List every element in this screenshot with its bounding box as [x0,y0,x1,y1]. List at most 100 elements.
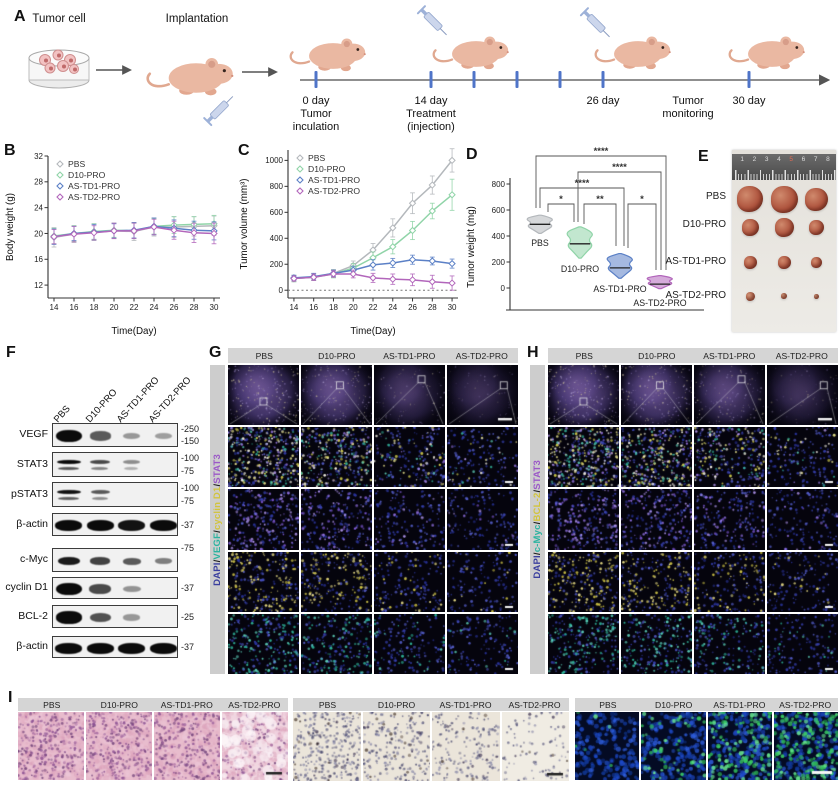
ruler-number: 2 [752,156,757,163]
tumor-specimen [781,293,787,299]
label-text: 20 [34,229,43,238]
label-text: 26 [408,303,417,312]
blot-strip [52,452,178,477]
protein-band [122,557,141,565]
label-text: * [559,194,563,205]
violin-AS-TD1-PRO [606,252,633,279]
protein-band [90,557,111,565]
label-text: 32 [34,152,43,161]
syringe-icon [579,7,610,38]
marker [428,257,437,265]
ruler-number: 7 [813,156,818,163]
label-text: 200 [492,258,506,267]
micro-image-overview-as-td2-pro [767,365,838,426]
protein-band [89,584,112,594]
ruler-number: 8 [826,156,830,163]
micro-image-merge-as-td1-pro [694,427,765,488]
label-text: 14 [50,303,59,312]
column-header-strip: PBS D10-PRO AS-TD1-PRO AS-TD2-PRO [293,698,569,711]
marker [170,226,178,234]
label-text: D10-PRO [561,264,599,274]
significance-bracket [539,187,625,246]
stain-segment: VEGF [212,532,223,560]
protein-label: cyclin D1 [5,581,48,593]
timeline-tick [601,71,605,88]
micro-image-overview-pbs [548,365,619,426]
column-label: AS-TD2-PRO [779,699,832,710]
label-text: Body weight (g) [5,193,16,261]
label-text: 600 [270,208,284,217]
label-text: Tumor volume (mm³) [239,178,250,269]
histology-image-ihc-as-td1-pro [432,712,500,781]
marker [448,156,456,165]
panel-letter-a: A [14,8,26,25]
panel-letter-g: G [209,344,222,361]
stain-segment: DAPI [532,555,543,579]
marker [448,259,456,268]
micro-image-merge-d10-pro [301,427,372,488]
panel-d-tumor-weight-violin: D 0 200 400 600 800 Tumor weight (mg) PBS D10-P… [462,142,708,340]
panel-e-tumor-photo: E PBS D10-PRO AS-TD1-PRO AS-TD2-PRO 1 2 3 4 5 6 7 8 [640,146,839,336]
tumor-specimen [745,291,755,301]
protein-label: c-Myc [20,553,48,565]
micro-image-bcl-2-as-td2-pro [767,551,838,612]
label-text: 600 [492,206,506,215]
column-label: AS-TD2-PRO [775,350,828,361]
marker [290,274,298,283]
histology-image-ihc-as-td2-pro [501,712,569,781]
mw-marker: -37 [181,583,195,593]
label-text: 24 [150,303,159,312]
tumor-specimen [813,293,819,299]
marker [428,278,437,286]
label-text: AS-TD2-PRO [308,186,360,196]
micro-image-cyclin-d1-as-td1-pro [374,551,445,612]
blot-strip [52,482,178,507]
histology-grid-he [18,712,288,780]
protein-band [149,520,177,531]
micro-image-overview-as-td2-pro [447,365,518,426]
micro-image-overview-d10-pro [621,365,692,426]
marker [349,270,357,278]
marker [369,261,377,269]
mouse-icon [594,36,671,70]
label-text: 26 day [586,95,620,107]
marker [190,229,198,237]
label-text: 16 [34,255,43,264]
protein-label: pSTAT3 [11,487,48,500]
marker [408,226,417,235]
stain-segment: STAT3 [532,460,543,490]
label-text: 14 [289,303,298,312]
column-label: AS-TD1-PRO [439,699,492,710]
label-text: 12 [34,281,43,290]
column-label: PBS [575,350,593,361]
marker [448,191,456,199]
micro-image-overview-as-td1-pro [694,365,765,426]
panel-letter-e: E [698,148,709,165]
label-text: Time(Day) [111,326,156,337]
column-header-strip: PBS D10-PRO AS-TD1-PRO AS-TD2-PRO [228,348,518,363]
micro-image-stat3-as-td1-pro [694,489,765,550]
label-text: Tumor cell [32,13,85,25]
column-label: D10-PRO [655,699,693,710]
micro-image-merge-as-td2-pro [767,427,838,488]
label-text: Tumor [300,108,332,120]
panel-letter-b: B [4,142,16,159]
ruler-number: 4 [777,156,781,163]
column-label: D10-PRO [638,350,676,361]
histology-image-ihc-pbs [293,712,361,781]
protein-band [55,429,82,443]
mw-marker: -37 [181,642,195,652]
protein-band [55,642,83,654]
stain-segment: / [532,552,543,556]
mw-marker: -25 [181,611,195,622]
label-text: AS-TD1-PRO [68,181,120,191]
label-text: **** [575,178,590,189]
mw-marker: -100 [181,453,200,463]
significance-bracket [627,203,657,270]
column-label: AS-TD1-PRO [160,699,213,710]
tumor-row-label: D10-PRO [682,219,726,230]
label-text: AS-TD2-PRO [68,192,120,202]
protein-band [154,557,172,565]
